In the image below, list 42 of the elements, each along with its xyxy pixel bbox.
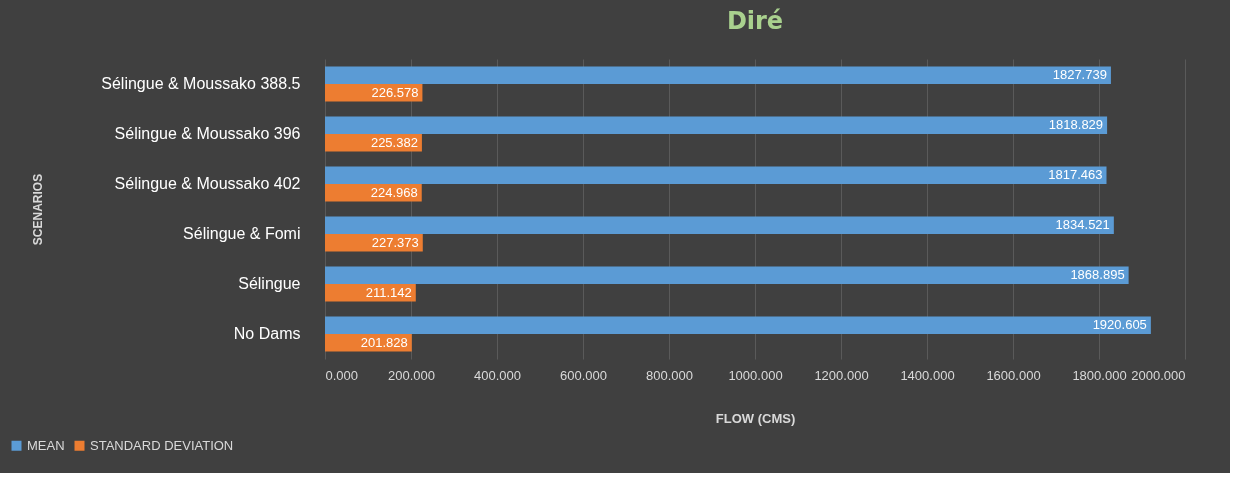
chart-title: Diré [726, 7, 784, 35]
bar [325, 216, 1114, 234]
y-tick-label: Sélingue & Moussako 388.5 [101, 75, 301, 92]
x-tick-label: 2000.000 [1131, 367, 1186, 383]
x-tick-label: 200.000 [388, 367, 435, 383]
data-label: 224.968 [370, 184, 418, 200]
data-label: 1920.605 [1092, 317, 1147, 333]
y-tick-label: Sélingue [238, 275, 301, 292]
y-tick-label: Sélingue & Moussako 396 [114, 125, 301, 142]
legend-label: MEAN [27, 437, 65, 453]
x-tick-label: 1000.000 [728, 367, 783, 383]
bar [325, 234, 423, 252]
x-tick-label: 800.000 [646, 367, 693, 383]
data-label: 1827.739 [1052, 67, 1107, 83]
x-tick-label: 1200.000 [814, 367, 869, 383]
y-tick-label: No Dams [233, 325, 301, 342]
data-label: 225.382 [370, 134, 418, 150]
data-label: 211.142 [365, 284, 412, 300]
bar [325, 66, 1111, 84]
data-label: 1834.521 [1055, 217, 1110, 233]
y-axis-title: SCENARIOS [30, 173, 45, 246]
bar [325, 316, 1151, 334]
x-tick-label: 1400.000 [900, 367, 955, 383]
x-axis-title: FLOW (CMS) [715, 410, 796, 426]
x-tick-label: 1600.000 [986, 367, 1041, 383]
x-tick-label: 1800.000 [1072, 367, 1127, 383]
data-label: 226.578 [371, 84, 419, 100]
y-tick-label: Sélingue & Fomi [183, 225, 301, 242]
legend-label: STANDARD DEVIATION [90, 437, 234, 453]
x-tick-label: 0.000 [325, 367, 359, 383]
y-tick-label: Sélingue & Moussako 402 [114, 175, 301, 192]
data-label: 227.373 [371, 234, 419, 250]
data-label: 1868.895 [1070, 267, 1125, 283]
data-label: 1817.463 [1048, 167, 1103, 183]
bar [325, 166, 1107, 184]
data-label: 201.828 [360, 334, 408, 350]
bar [325, 266, 1129, 284]
x-tick-label: 400.000 [474, 367, 521, 383]
bar [325, 116, 1108, 134]
data-label: 1818.829 [1048, 117, 1104, 133]
x-tick-label: 600.000 [560, 367, 607, 383]
bar [325, 284, 416, 302]
